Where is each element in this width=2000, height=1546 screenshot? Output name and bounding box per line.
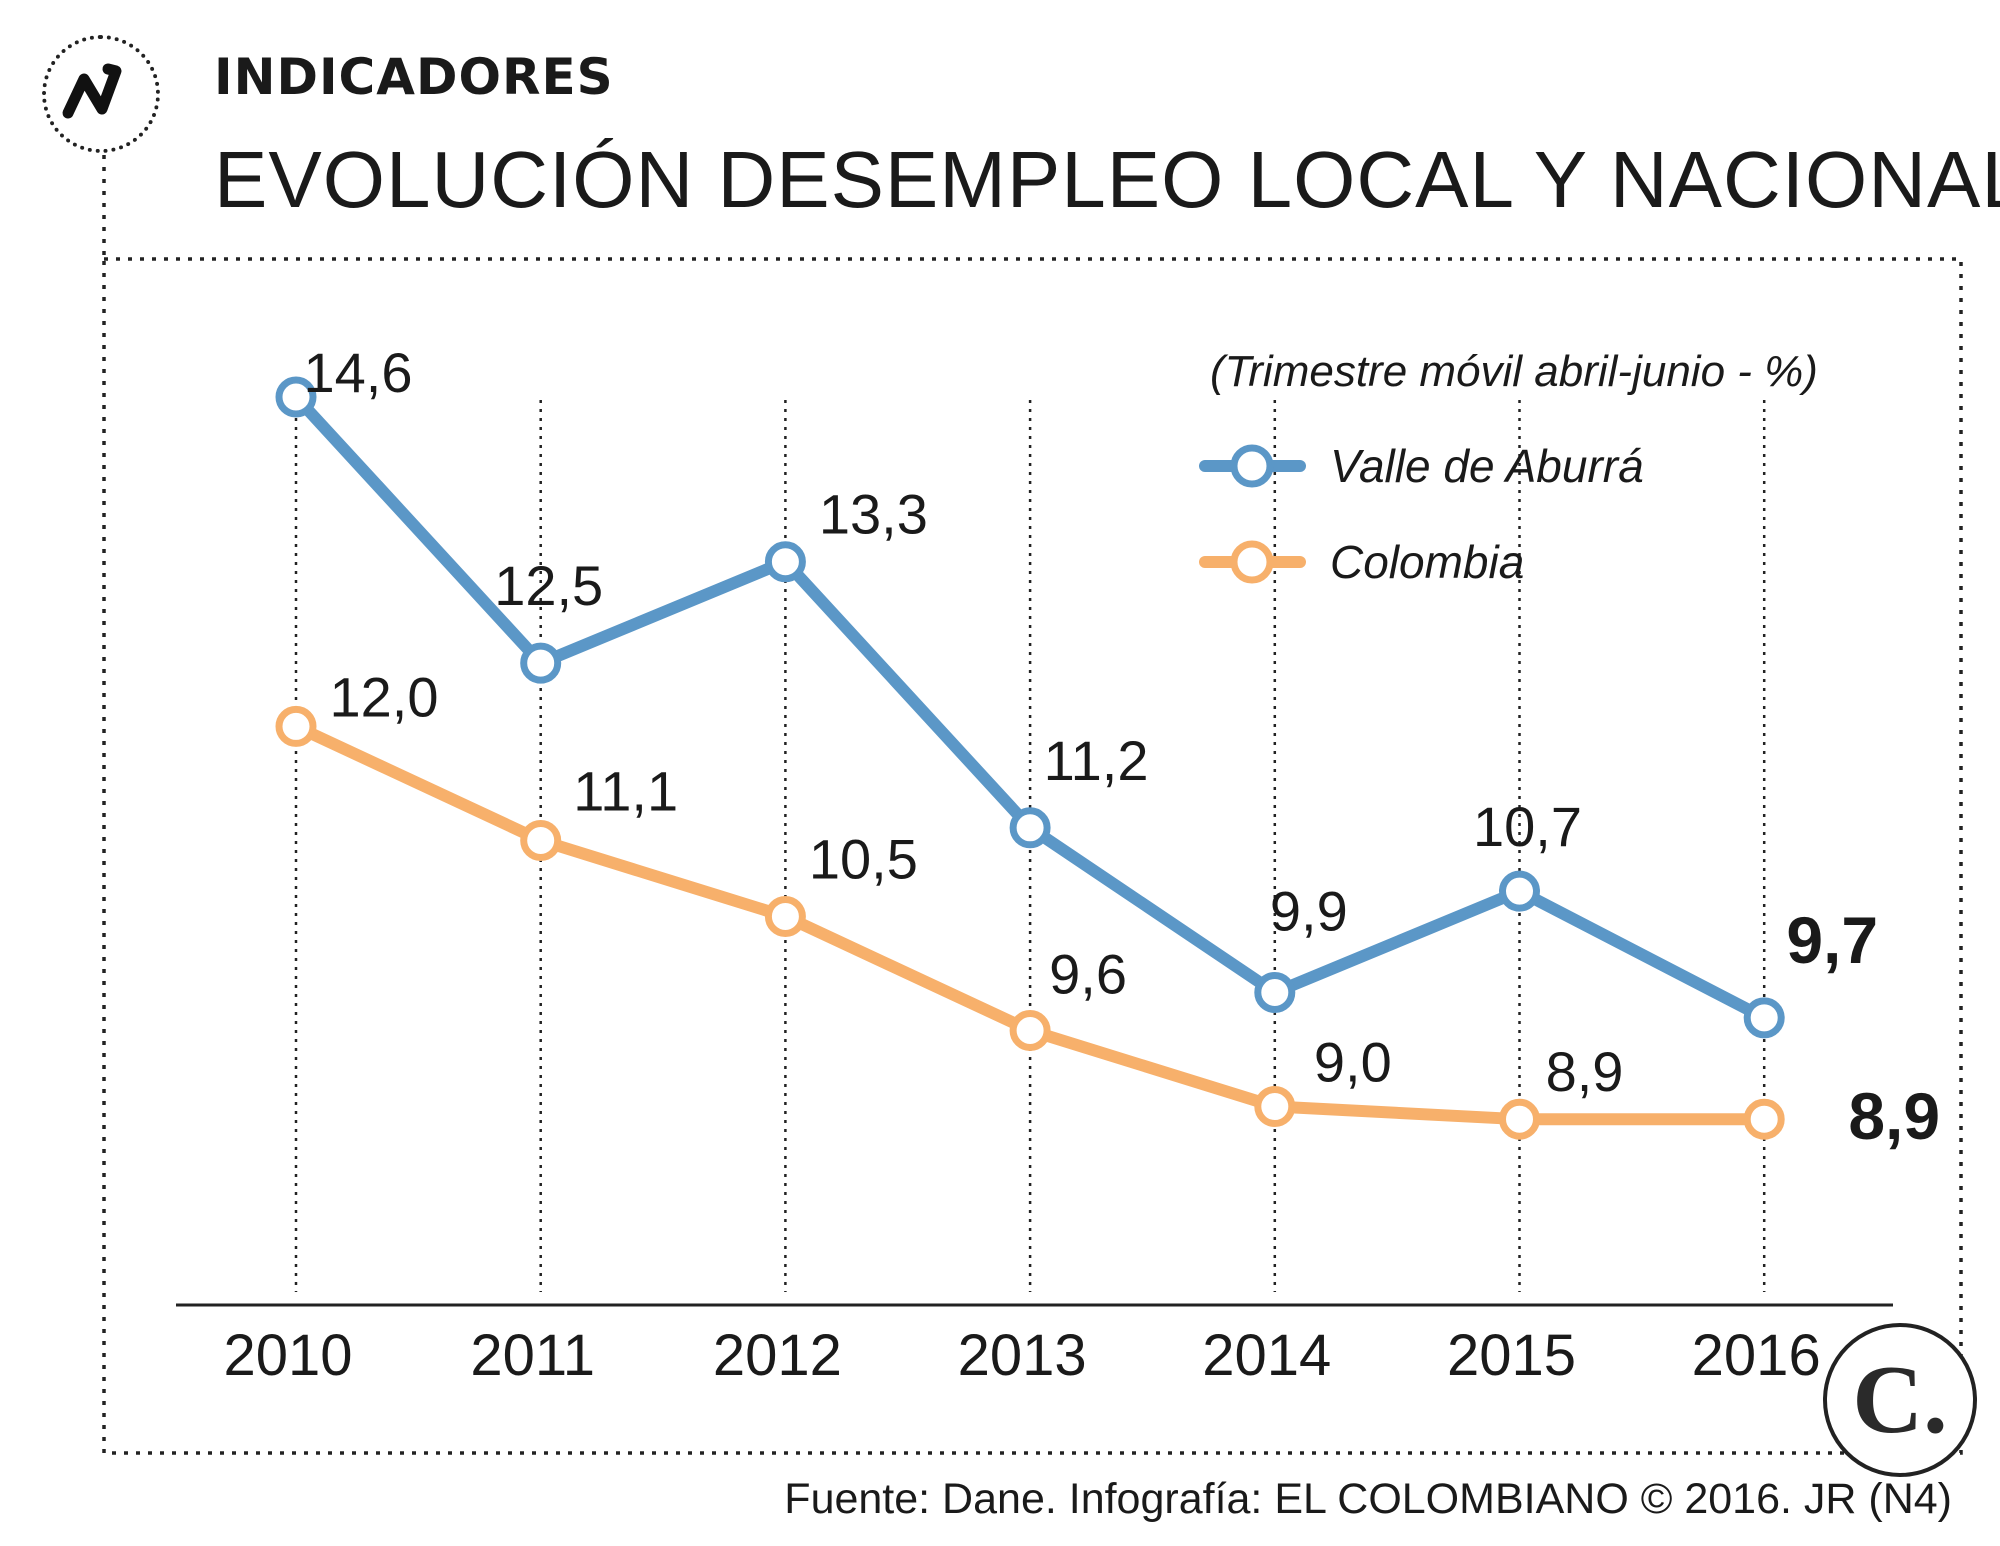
data-point <box>764 541 806 583</box>
source-credit: Fuente: Dane. Infografía: EL COLOMBIANO … <box>784 1475 1952 1523</box>
data-label: 9,0 <box>1314 1031 1392 1094</box>
data-point <box>1499 870 1540 912</box>
legend-label: Colombia <box>1330 536 1524 588</box>
data-point <box>1743 1098 1785 1140</box>
brand-badge: C. <box>1823 1323 1977 1477</box>
x-tick-label: 2010 <box>223 1323 352 1388</box>
data-point <box>275 376 317 418</box>
legend-swatch-marker <box>1230 444 1274 488</box>
x-tick-label: 2014 <box>1202 1323 1331 1388</box>
data-label: 12,0 <box>330 665 439 728</box>
data-label: 8,9 <box>1546 1040 1624 1103</box>
data-label: 8,9 <box>1848 1079 1940 1153</box>
data-point <box>520 642 562 684</box>
data-point <box>275 705 317 747</box>
trend-icon <box>62 63 122 119</box>
legend-swatch-marker <box>1230 540 1274 584</box>
data-point <box>1254 1086 1296 1128</box>
data-point <box>1009 807 1051 849</box>
data-label: 11,2 <box>1044 729 1149 792</box>
data-point <box>764 895 806 937</box>
legend-label: Valle de Aburrá <box>1330 440 1644 492</box>
x-tick-label: 2016 <box>1692 1323 1821 1388</box>
x-tick-label: 2015 <box>1447 1323 1576 1388</box>
data-label: 14,6 <box>304 341 413 404</box>
data-label: 10,7 <box>1473 795 1582 858</box>
data-label: 9,6 <box>1049 943 1127 1006</box>
data-point <box>1499 1098 1540 1140</box>
brand-mark: C. <box>1852 1346 1947 1454</box>
kicker-label: INDICADORES <box>214 48 614 106</box>
section-logo <box>42 35 160 153</box>
data-point <box>1009 1010 1051 1051</box>
data-point <box>1254 971 1296 1013</box>
chart-frame <box>102 257 1963 1455</box>
chart-title: EVOLUCIÓN DESEMPLEO LOCAL Y NACIONAL <box>214 135 2000 224</box>
x-tick-label: 2013 <box>958 1323 1087 1388</box>
data-label: 11,1 <box>573 759 678 822</box>
data-point <box>1743 997 1785 1039</box>
data-label: 12,5 <box>494 554 603 617</box>
x-tick-label: 2011 <box>470 1323 595 1388</box>
data-label: 9,9 <box>1270 879 1348 942</box>
data-label: 13,3 <box>819 483 928 546</box>
data-point <box>520 819 562 861</box>
chart-subtitle: (Trimestre móvil abril-junio - %) <box>1210 347 1818 396</box>
data-label: 10,5 <box>809 827 918 890</box>
x-tick-label: 2012 <box>713 1323 842 1388</box>
data-label: 9,7 <box>1786 903 1878 977</box>
